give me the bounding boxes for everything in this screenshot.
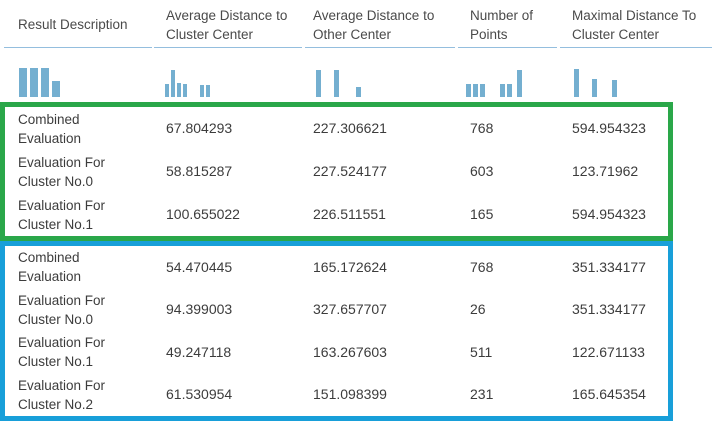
table-row[interactable]: Combined Evaluation 67.804293 227.306621 76… xyxy=(5,107,668,150)
result-group-green-box: Combined Evaluation 67.804293 227.306621 76… xyxy=(0,102,673,241)
table-row[interactable]: Evaluation For Cluster No.1 49.247118 163.… xyxy=(5,331,668,374)
cell-max-distance-cluster-center: 351.334177 xyxy=(572,301,646,318)
histogram-bar xyxy=(41,68,49,97)
cell-avg-distance-cluster-center: 58.815287 xyxy=(166,163,233,179)
histogram-bar xyxy=(206,85,210,97)
cell-max-distance-cluster-center: 351.334177 xyxy=(572,258,646,275)
histogram-bar xyxy=(316,70,321,97)
histogram-bar xyxy=(473,84,478,97)
cell-description: Evaluation For Cluster No.0 xyxy=(18,154,106,189)
cell-max-distance-cluster-center: 594.954323 xyxy=(572,120,646,136)
cell-max-distance-cluster-center: 122.671133 xyxy=(572,343,645,360)
cell-number-of-points: 231 xyxy=(470,386,494,403)
table-row[interactable]: Combined Evaluation 54.470445 165.172624 76… xyxy=(5,246,668,289)
cell-number-of-points: 768 xyxy=(470,258,494,275)
cell-avg-distance-cluster-center: 61.530954 xyxy=(166,386,233,403)
histogram-bar xyxy=(19,68,27,97)
histogram-bar xyxy=(592,79,597,97)
cell-description: Combined Evaluation xyxy=(18,250,82,285)
histogram-bar xyxy=(574,69,579,97)
cell-avg-distance-cluster-center: 94.399003 xyxy=(166,301,233,318)
cell-description: Evaluation For Cluster No.1 xyxy=(18,197,106,232)
cell-max-distance-cluster-center: 594.954323 xyxy=(572,206,646,222)
cell-avg-distance-other-center: 327.657707 xyxy=(313,301,387,318)
table-row[interactable]: Evaluation For Cluster No.0 58.815287 227.… xyxy=(5,150,668,193)
histogram-number-of-points[interactable] xyxy=(466,67,522,97)
cell-avg-distance-other-center: 226.511551 xyxy=(313,206,386,222)
column-header-avg-distance-cluster-center: Average Distance to Cluster Center xyxy=(154,0,302,48)
cell-avg-distance-other-center: 227.524177 xyxy=(313,163,387,179)
histogram-bar xyxy=(183,84,187,97)
result-group-blue-box: Combined Evaluation 54.470445 165.172624 76… xyxy=(0,241,673,421)
cell-avg-distance-cluster-center: 67.804293 xyxy=(166,120,233,136)
cell-avg-distance-other-center: 165.172624 xyxy=(313,258,387,275)
cell-avg-distance-other-center: 151.098399 xyxy=(313,386,387,403)
cell-number-of-points: 768 xyxy=(470,120,494,136)
histogram-max-distance-cluster-center[interactable] xyxy=(574,67,617,97)
cell-description: Combined Evaluation xyxy=(18,111,82,146)
histogram-bar xyxy=(165,84,169,97)
cell-number-of-points: 511 xyxy=(470,343,493,360)
cell-description: Evaluation For Cluster No.0 xyxy=(18,292,106,327)
column-header-max-distance-cluster-center: Maximal Distance To Cluster Center xyxy=(560,0,712,48)
table-row[interactable]: Evaluation For Cluster No.2 61.530954 151.… xyxy=(5,374,668,417)
column-header-result-description: Result Description xyxy=(4,0,152,48)
cell-number-of-points: 603 xyxy=(470,163,494,179)
histogram-bar xyxy=(517,70,522,97)
histogram-bar xyxy=(466,84,471,97)
table-row[interactable]: Evaluation For Cluster No.0 94.399003 327.… xyxy=(5,289,668,332)
column-header-number-of-points: Number of Points xyxy=(458,0,557,48)
table-row[interactable]: Evaluation For Cluster No.1 100.655022 226… xyxy=(5,193,668,236)
cell-description: Evaluation For Cluster No.2 xyxy=(18,377,106,412)
histogram-bar xyxy=(177,83,181,97)
histogram-bar xyxy=(200,85,204,97)
histogram-avg-distance-other-center[interactable] xyxy=(316,67,361,97)
histogram-bar xyxy=(480,84,485,97)
histogram-bar xyxy=(507,84,512,97)
cell-description: Evaluation For Cluster No.1 xyxy=(18,335,106,370)
cell-max-distance-cluster-center: 165.645354 xyxy=(572,386,646,403)
cell-avg-distance-other-center: 163.267603 xyxy=(313,343,387,360)
histogram-bar xyxy=(356,87,361,97)
cell-number-of-points: 26 xyxy=(470,301,486,318)
histogram-avg-distance-cluster-center[interactable] xyxy=(165,67,210,97)
cell-avg-distance-cluster-center: 54.470445 xyxy=(166,258,233,275)
histogram-bar xyxy=(612,80,617,97)
histogram-bar xyxy=(334,70,339,97)
cell-number-of-points: 165 xyxy=(470,206,494,222)
cell-max-distance-cluster-center: 123.71962 xyxy=(572,163,639,179)
column-header-avg-distance-other-center: Average Distance to Other Center xyxy=(305,0,455,48)
histogram-bar xyxy=(52,81,60,97)
histogram-bar xyxy=(171,70,175,97)
histogram-bar xyxy=(500,84,505,97)
cell-avg-distance-cluster-center: 100.655022 xyxy=(166,206,240,222)
cell-avg-distance-cluster-center: 49.247118 xyxy=(166,343,232,360)
histogram-bar xyxy=(30,68,38,97)
histogram-result-description[interactable] xyxy=(19,67,60,97)
cell-avg-distance-other-center: 227.306621 xyxy=(313,120,387,136)
